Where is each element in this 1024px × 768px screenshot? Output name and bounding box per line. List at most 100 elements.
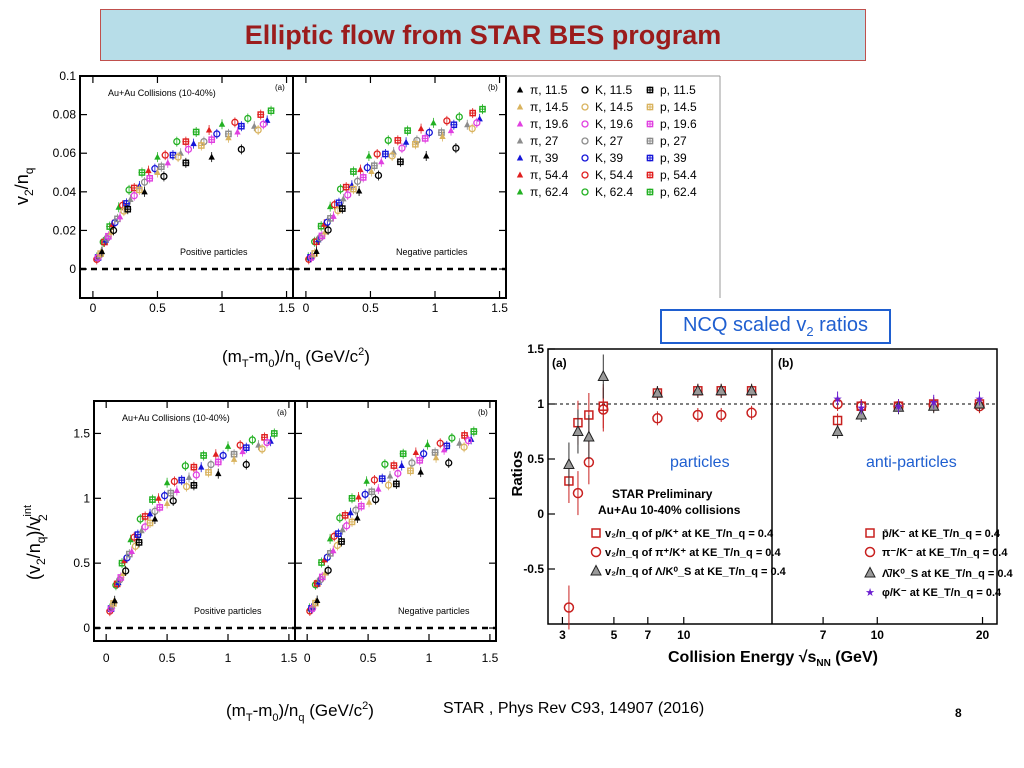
data-point xyxy=(430,119,437,126)
data-point xyxy=(154,169,161,176)
data-point xyxy=(460,443,468,451)
data-point xyxy=(464,121,471,128)
ratio-x-tick-label: 10 xyxy=(871,628,885,642)
y-tick-label: 0 xyxy=(69,262,76,276)
data-point xyxy=(384,136,392,145)
ratio-marker-circle xyxy=(692,409,704,421)
data-point xyxy=(394,469,402,478)
anti-particles-label: anti-particles xyxy=(866,454,957,471)
page-number: 8 xyxy=(955,706,962,720)
data-point xyxy=(371,495,380,504)
top-ylabel: v2/nq xyxy=(12,168,36,205)
data-point xyxy=(365,498,373,505)
bottom-ylabel: (v2/nq)/vint2 xyxy=(22,505,50,580)
panel-frame xyxy=(292,75,507,299)
ratio-marker-square xyxy=(591,528,601,538)
data-point xyxy=(185,474,193,481)
data-point xyxy=(181,462,190,470)
ratio-marker-triangle xyxy=(583,430,595,442)
data-point xyxy=(326,535,334,542)
data-point xyxy=(355,493,362,500)
y-tick-label: 1.5 xyxy=(73,426,90,440)
x-tick-label: 0.5 xyxy=(159,651,176,665)
data-point xyxy=(192,471,200,479)
ratio-legend-b: p̄/K⁻ at KE_T/n_q = 0.4 xyxy=(882,528,1001,540)
axis-labels: v2/nq (mT-m0)/nq (GeV/c2) (v2/nq)/vint2 … xyxy=(12,168,374,724)
data-point xyxy=(237,145,246,154)
data-point xyxy=(439,132,446,139)
data-point xyxy=(455,113,463,121)
data-point xyxy=(173,487,181,494)
ratio-legend-a: v₂/n_q of π⁺/K⁺ at KE_T/n_q = 0.4 xyxy=(605,547,781,559)
legend-label: π, 27 xyxy=(530,134,559,148)
x-tick-label: 0 xyxy=(90,301,97,315)
data-point xyxy=(344,191,352,199)
ncq-label-box: NCQ scaled v2 ratios xyxy=(660,309,891,344)
legend-marker xyxy=(516,103,524,110)
data-point xyxy=(363,477,370,484)
ratio-marker-circle xyxy=(563,602,575,613)
data-point xyxy=(448,434,456,442)
data-point xyxy=(354,514,361,521)
data-point xyxy=(440,446,448,453)
ratio-marker-star: ★ xyxy=(856,402,866,414)
panel-frame xyxy=(294,400,497,642)
legend-marker xyxy=(581,86,589,94)
data-point xyxy=(374,171,383,180)
data-point xyxy=(173,137,181,146)
negative-label: Negative particles xyxy=(398,606,470,616)
x-tick-label: 0.5 xyxy=(360,651,377,665)
ratio-marker-star: ★ xyxy=(865,587,875,599)
data-point xyxy=(231,118,239,126)
data-point xyxy=(443,117,451,125)
data-point xyxy=(163,479,171,486)
legend-marker xyxy=(516,120,524,127)
data-point xyxy=(174,153,182,161)
data-point xyxy=(215,470,222,477)
legend-marker xyxy=(581,154,589,162)
x-tick-label: 0.5 xyxy=(149,301,166,315)
data-point xyxy=(259,120,267,128)
data-point xyxy=(212,450,220,457)
data-point xyxy=(115,203,122,210)
ratio-marker-star: ★ xyxy=(833,394,843,406)
collision-label: Au+Au Collisions (10-40%) xyxy=(108,88,216,98)
ratio-marker-star: ★ xyxy=(975,394,985,406)
x-tick-label: 1.5 xyxy=(491,301,508,315)
data-point xyxy=(208,153,215,160)
legend-label: K, 62.4 xyxy=(595,185,633,199)
legend-label: K, 27 xyxy=(595,134,623,148)
data-point xyxy=(242,460,250,469)
panel-letter: (a) xyxy=(277,408,287,417)
data-point xyxy=(151,165,159,173)
data-point xyxy=(363,164,372,172)
data-point xyxy=(224,442,232,449)
data-point xyxy=(116,213,124,220)
legend-label: p, 14.5 xyxy=(660,100,697,114)
y-tick-label: 0 xyxy=(83,621,90,635)
legend-label: π, 11.5 xyxy=(530,83,568,97)
ratio-xlabel: Collision Energy √sNN (GeV) xyxy=(668,649,878,669)
data-point xyxy=(378,158,385,165)
page-title: Elliptic flow from STAR BES program xyxy=(244,19,722,50)
data-point xyxy=(417,468,424,475)
legend-marker xyxy=(516,154,524,161)
ratio-panel: 1.5 1 0.5 0 -0.5 Ratios 3 5 7 10 7 10 20 (a) (b) partic… xyxy=(509,342,1014,669)
data-point xyxy=(163,499,171,506)
legend-label: p, 54.4 xyxy=(660,168,697,182)
ratio-marker-circle xyxy=(572,487,584,499)
data-point xyxy=(326,203,334,210)
x-tick-label: 0 xyxy=(303,301,310,315)
top-xlabel: (mT-m0)/nq (GeV/c2) xyxy=(222,346,370,370)
data-point xyxy=(127,536,134,543)
ratio-x-tick-label: 7 xyxy=(644,628,651,642)
data-point xyxy=(207,460,215,469)
data-point xyxy=(384,481,393,489)
x-tick-label: 1.5 xyxy=(281,651,298,665)
data-point xyxy=(375,485,382,492)
x-tick-label: 1 xyxy=(426,651,433,665)
ratio-y-tick-label: 1.5 xyxy=(527,342,544,356)
ratio-marker-circle xyxy=(715,409,727,421)
data-point xyxy=(198,463,205,470)
